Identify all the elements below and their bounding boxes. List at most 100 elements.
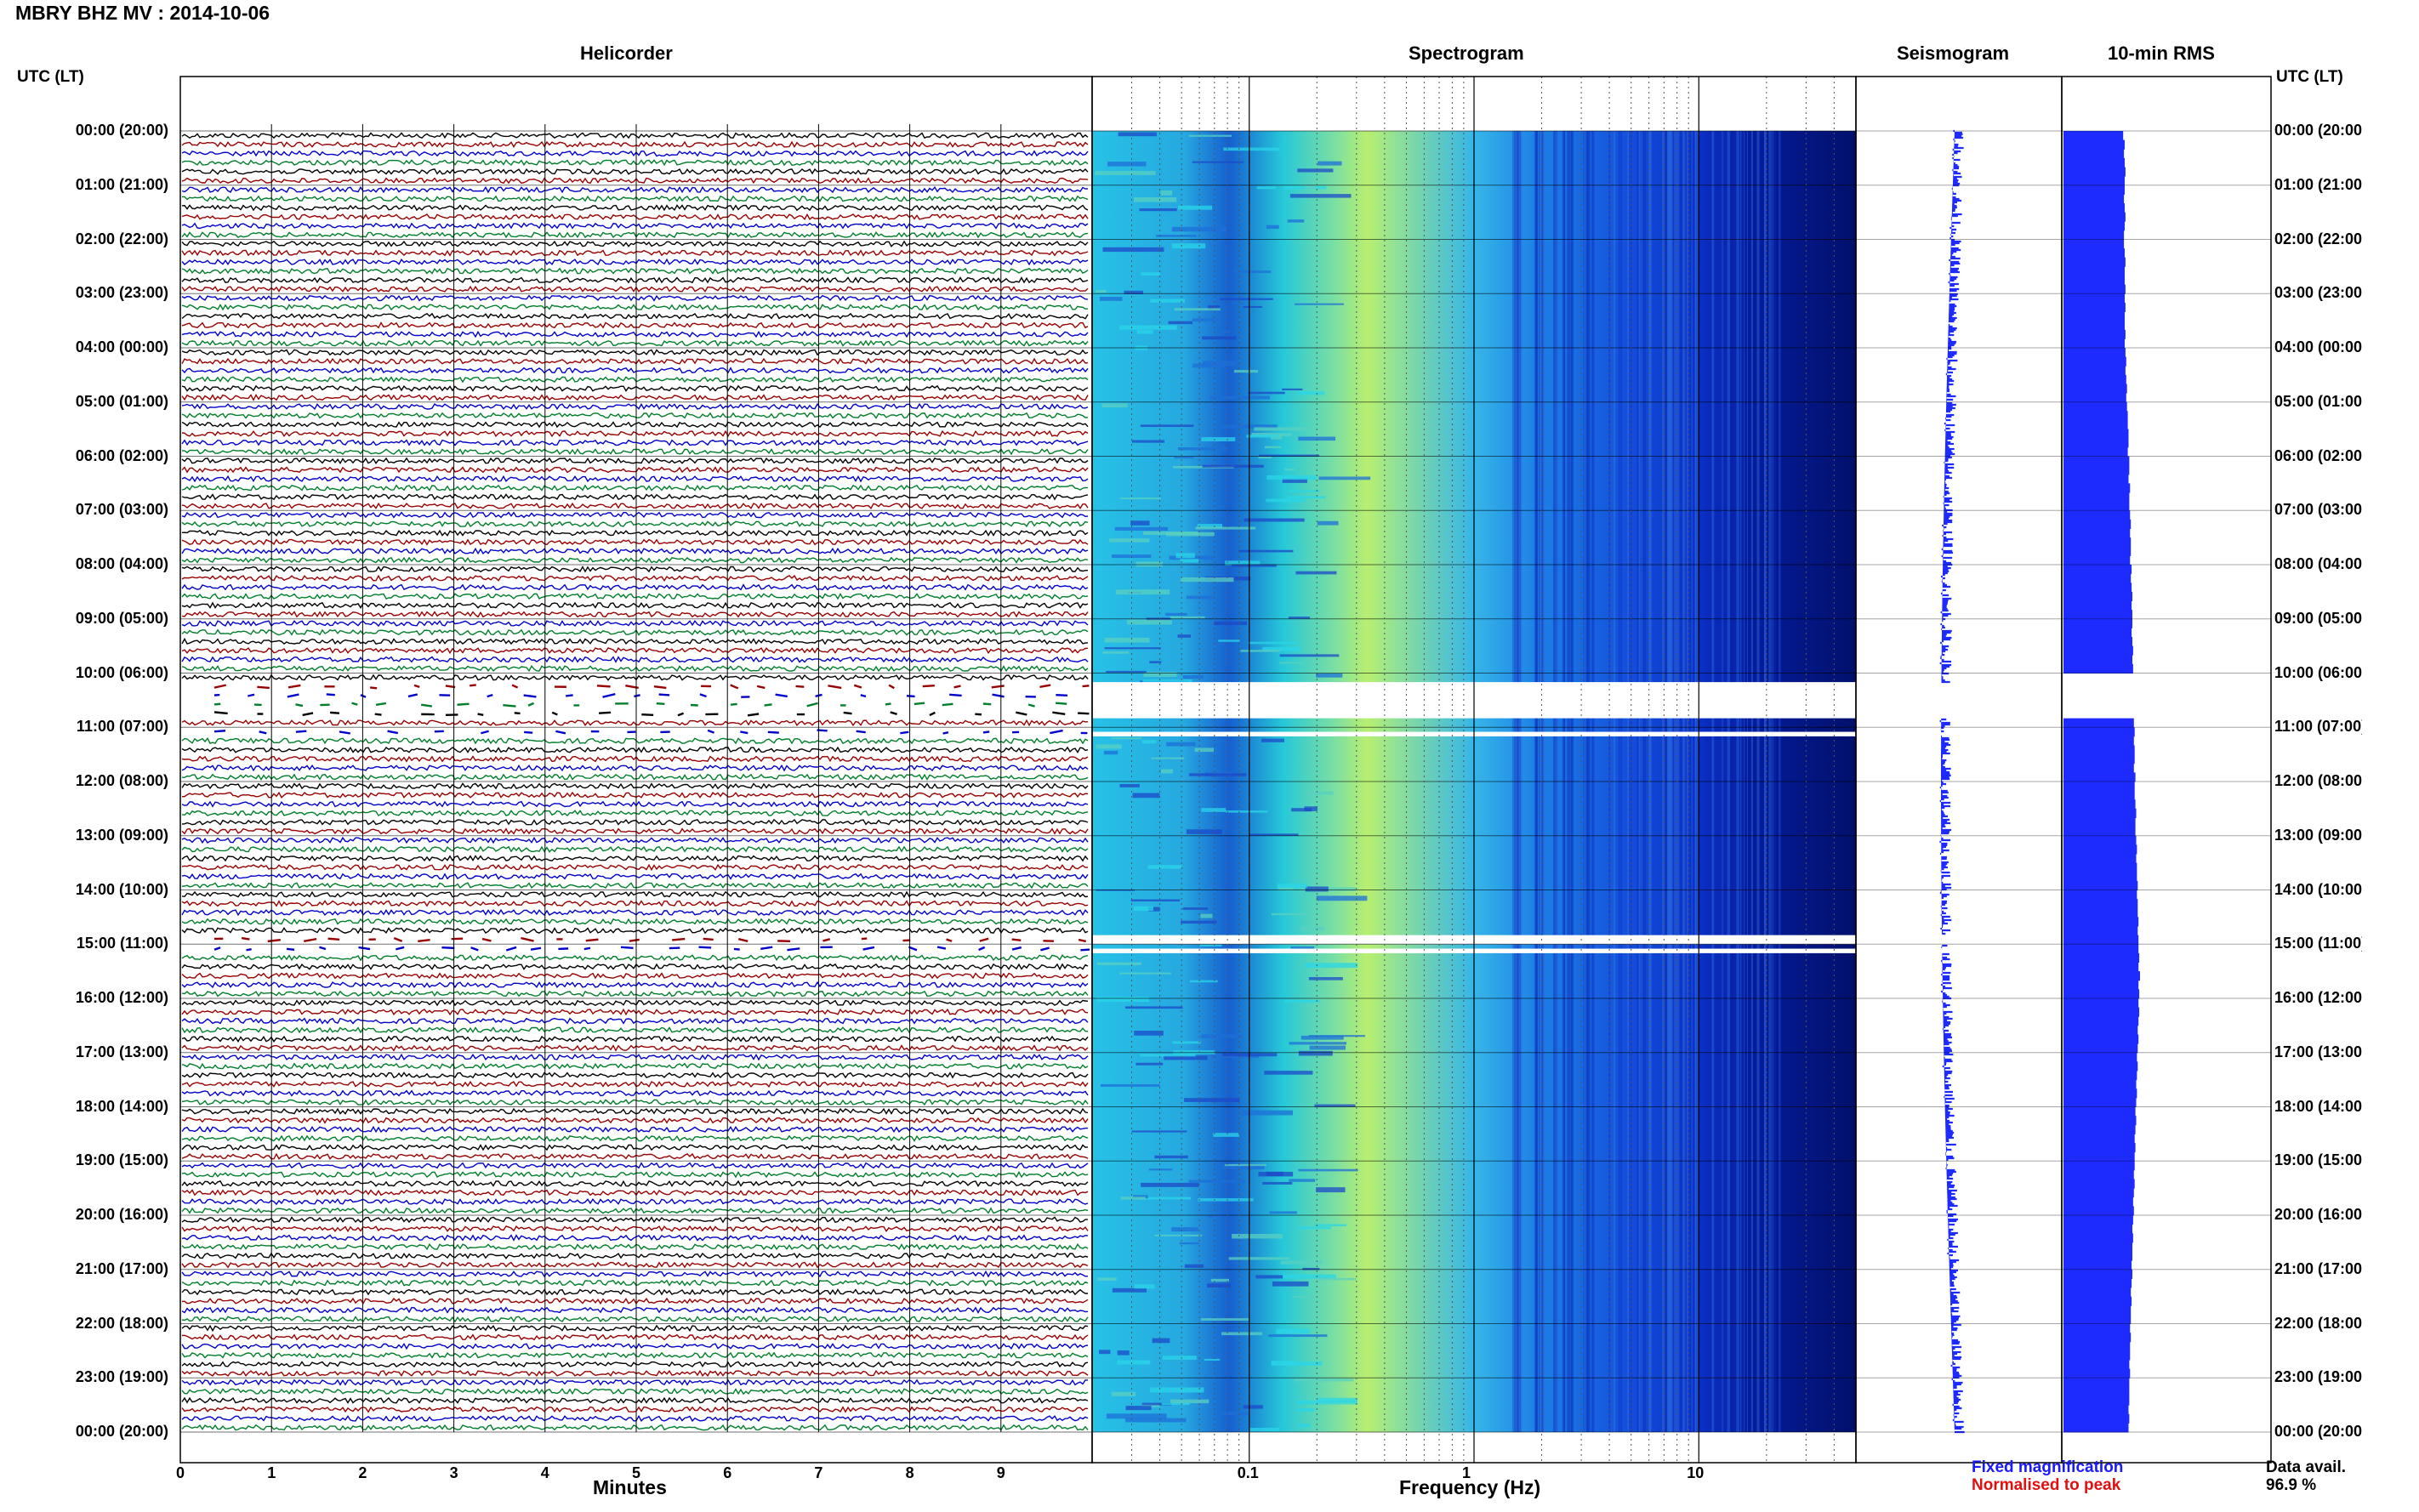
spectrogram-cell [1316,674,1343,678]
rms-bar [2063,835,2137,845]
helicorder-trace-row [181,782,1089,790]
gap-fragment [767,730,779,734]
spectrogram-cell [1124,1418,1187,1423]
helicorder-trace-row [181,592,1089,600]
rms-bar [2063,772,2136,782]
rms-bar [2063,980,2139,990]
gap-fragment [304,937,317,942]
gap-fragment [787,947,800,952]
spectrogram-cell [1232,1233,1283,1239]
minute-tick-label: 1 [267,1464,276,1481]
spectrogram-cell [1118,132,1157,137]
helicorder-trace-row [181,1424,1089,1431]
gap-fragment [418,938,430,942]
gap-fragment [1027,703,1035,708]
rms-bar [2063,311,2125,321]
rms-bar [2063,926,2138,936]
utc-tick-right: 23:00 (19:00) [2274,1368,2362,1386]
utc-tick-right: 06:00 (02:00) [2274,446,2362,464]
spectrogram-cell [1248,391,1285,395]
gap-fragment [936,946,947,950]
helicorder-trace-row [181,601,1089,609]
rms-bar [2063,1025,2138,1035]
rms-bar [2063,917,2139,927]
utc-tick-left: 20:00 (16:00) [75,1206,168,1223]
rms-bar [2063,1360,2130,1370]
gap-fragment [992,693,1005,698]
helicorder-trace-row [181,439,1089,446]
spectrogram-cell [1102,651,1130,654]
helicorder-trace-row [181,881,1089,890]
spectrogram-cell [1243,1405,1263,1409]
spectrogram-cell [1248,641,1298,645]
helicorder-trace-row [181,566,1089,573]
helicorder-trace-row [181,140,1089,148]
helicorder-trace-row [181,836,1089,844]
rms-bar [2063,817,2136,827]
rms-bar [2063,907,2138,918]
gap-fragment [860,694,867,698]
minute-tick-label: 4 [540,1464,549,1481]
spectrogram-cell [1207,1283,1231,1287]
spectrogram-cell [1249,833,1299,836]
rms-bar [2063,157,2125,168]
spectrogram-cell [1130,520,1150,526]
rms-bar [2063,537,2132,548]
spectrogram-cell [1152,1338,1170,1344]
spectrogram-cell [1186,829,1222,834]
helicorder-trace-row [181,963,1089,971]
gap-fragment [953,685,961,689]
gap-fragment [900,730,909,735]
spectrogram-cell [1218,639,1240,642]
gap-fragment [1016,711,1027,716]
utc-tick-left: 09:00 (05:00) [75,609,168,627]
helicorder-trace-row [181,466,1089,474]
helicorder-trace-row [181,818,1089,826]
spectrogram-cell [1181,577,1234,583]
spectrogram-cell [1188,134,1232,137]
gap-fragment [286,947,295,952]
spectrogram-cell [1316,895,1368,901]
rms-bar [2063,329,2126,339]
spectrogram-cell [1175,553,1195,559]
gap-fragment [658,693,670,696]
spectrogram-cell [1316,1277,1357,1281]
grid-lines [180,77,2271,1463]
gap-fragment [1011,938,1022,941]
spectrogram-cell [1174,308,1221,311]
rms-bar [2063,1089,2137,1099]
gap-fragment [374,713,382,716]
helicorder-trace-row [181,628,1089,636]
helicorder-trace-row [181,719,1089,727]
gap-fragment [551,711,558,716]
spectrogram-cell [1136,561,1163,567]
rms-bar [2063,1269,2132,1279]
spectrogram-cell [1279,1274,1336,1279]
gap-fragment [982,702,992,706]
gap-fragment [413,684,420,689]
rms-bar [2063,736,2134,746]
spectrogram-cell [1172,1041,1201,1044]
spectrogram-cell [1297,391,1325,395]
gap-fragment [257,685,270,690]
spectrogram-cell [1254,427,1310,431]
helicorder-trace-row [181,1134,1089,1142]
rms-bar [2063,862,2137,873]
spectrogram-cell [1166,742,1196,747]
utc-tick-left: 13:00 (09:00) [75,826,168,844]
spectrogram-cell [1256,186,1277,190]
rms-bar [2063,1215,2133,1225]
gap-fragment [375,702,387,707]
rms-bar [2063,176,2125,186]
utc-tick-right: 21:00 (17:00) [2274,1259,2362,1277]
helicorder-trace-row [181,674,1089,681]
rms-bar [2063,880,2138,890]
spectrogram-cell [1220,298,1273,300]
spectrogram-cell [1233,370,1259,373]
rms-bar [2063,230,2125,240]
rms-bar [2063,1341,2131,1351]
rms-bar [2063,890,2137,900]
rms-bar [2063,944,2139,954]
spectrogram-cell [1115,589,1170,595]
spectrogram-cell [1266,475,1318,480]
